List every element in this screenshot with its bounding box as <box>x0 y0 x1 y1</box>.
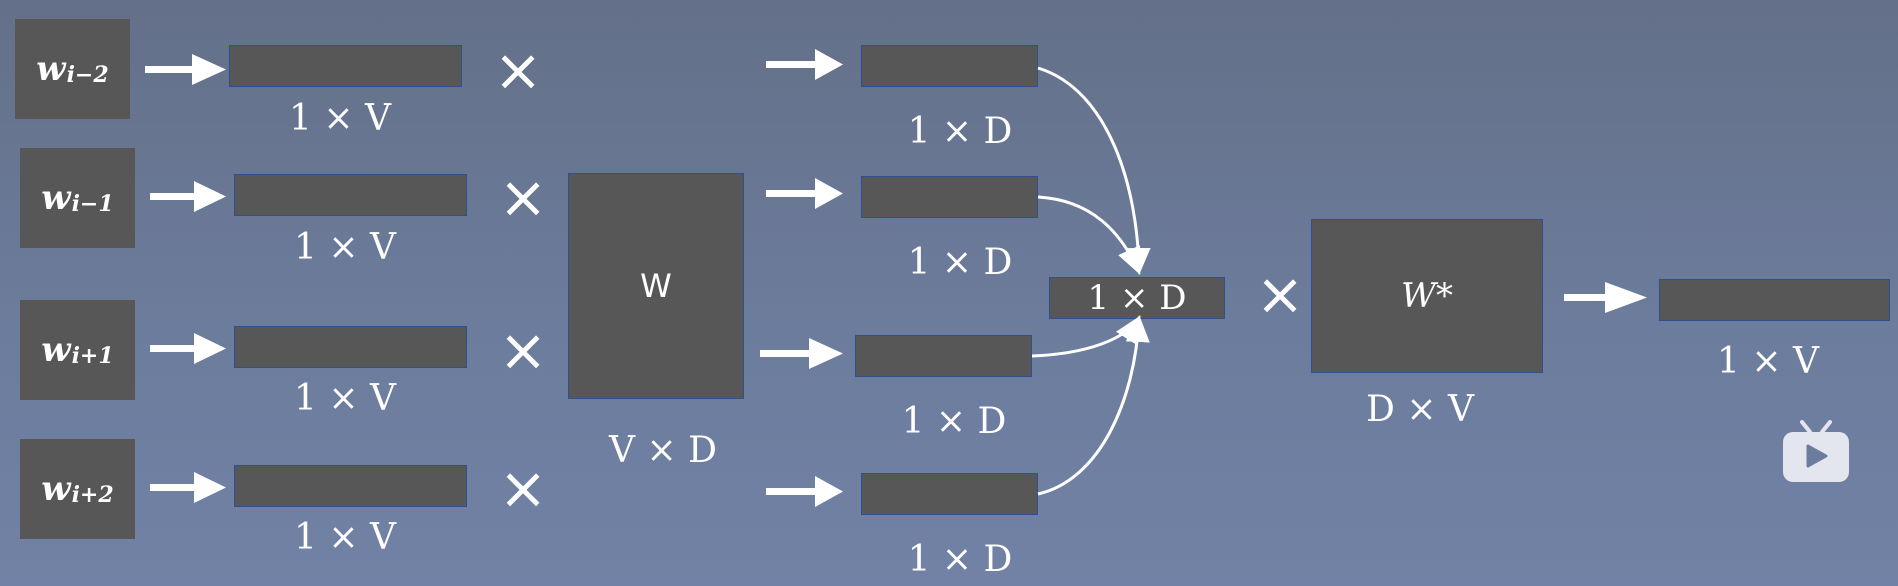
arrow-right-icon <box>760 338 843 369</box>
embed-bar-2 <box>861 176 1038 218</box>
input-word-w-i+1: w i+1 <box>20 300 135 400</box>
w-matrix-dims: V × D <box>609 430 717 471</box>
arrow-right-icon <box>150 472 226 503</box>
output-label: 1 × V <box>1717 341 1819 382</box>
embed-label-4: 1 × D <box>907 539 1013 580</box>
arrow-right-icon <box>766 178 843 209</box>
multiply-icon-2: × <box>498 163 548 231</box>
input-subscript: i−2 <box>66 62 109 88</box>
curve-connector-4 <box>1037 315 1150 496</box>
onehot-label-3: 1 × V <box>294 378 396 419</box>
onehot-bar-1 <box>229 45 462 87</box>
embed-label-1: 1 × D <box>907 111 1013 152</box>
input-symbol: w <box>41 469 71 509</box>
w-star-matrix: W* <box>1311 219 1543 373</box>
input-symbol: w <box>41 178 71 218</box>
multiply-icon-1: × <box>493 36 543 104</box>
input-word-w-i+2: w i+2 <box>20 439 135 539</box>
onehot-bar-4 <box>234 465 467 507</box>
w-star-dims: D × V <box>1366 389 1474 430</box>
arrow-right-icon <box>1564 282 1647 313</box>
onehot-label-1: 1 × V <box>289 98 391 139</box>
onehot-bar-2 <box>234 174 467 216</box>
embed-bar-3 <box>855 335 1032 377</box>
input-symbol: w <box>41 330 71 370</box>
input-subscript: i+2 <box>71 482 114 508</box>
output-bar <box>1659 279 1890 321</box>
input-word-w-i-2: w i−2 <box>15 19 130 119</box>
input-subscript: i+1 <box>71 343 114 369</box>
curve-connector-1 <box>1037 66 1151 275</box>
embed-bar-1 <box>861 45 1038 87</box>
w-matrix-label: W <box>640 267 672 305</box>
input-subscript: i−1 <box>71 191 114 217</box>
multiply-icon-3: × <box>498 316 548 384</box>
multiply-icon-4: × <box>498 454 548 522</box>
arrow-right-icon <box>145 54 226 85</box>
input-symbol: w <box>36 49 66 89</box>
arrow-right-icon <box>766 49 843 80</box>
curve-connector-2 <box>1037 195 1141 275</box>
tv-play-icon <box>1783 420 1849 482</box>
onehot-bar-3 <box>234 326 467 368</box>
onehot-label-2: 1 × V <box>294 227 396 268</box>
w-star-label: W* <box>1401 276 1453 316</box>
input-word-w-i-1: w i−1 <box>20 148 135 248</box>
embed-label-2: 1 × D <box>907 242 1013 283</box>
arrow-right-icon <box>150 181 226 212</box>
embed-bar-4 <box>861 473 1038 515</box>
sum-bar: 1 × D <box>1049 277 1225 319</box>
sum-bar-label: 1 × D <box>1087 278 1187 318</box>
curve-connector-3 <box>1031 315 1141 358</box>
embed-label-3: 1 × D <box>901 401 1007 442</box>
onehot-label-4: 1 × V <box>294 517 396 558</box>
arrow-right-icon <box>766 476 843 507</box>
arrow-right-icon <box>150 333 226 364</box>
multiply-icon-5: × <box>1255 260 1305 328</box>
w-matrix: W <box>568 173 744 399</box>
